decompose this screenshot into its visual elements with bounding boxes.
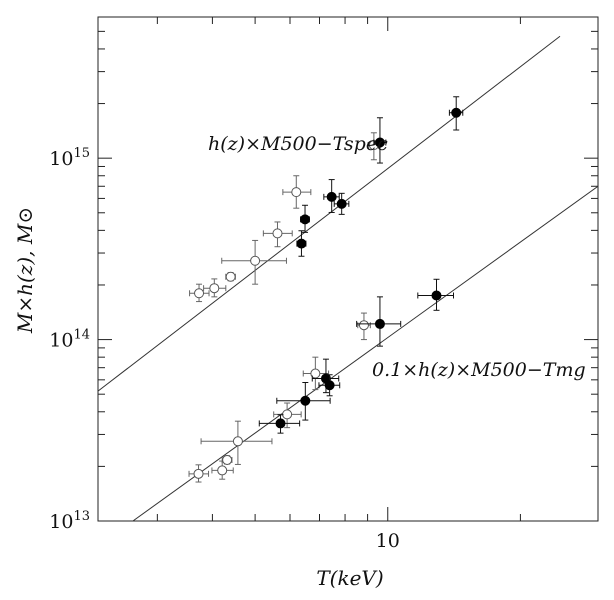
open-point bbox=[217, 465, 228, 476]
y-tick-label: 1015 bbox=[49, 146, 90, 170]
open-point bbox=[194, 288, 205, 299]
open-point bbox=[282, 409, 293, 420]
filled-point bbox=[300, 214, 311, 225]
tick-labels: 1013 1014 1015 10 bbox=[49, 146, 400, 552]
plot-frame bbox=[97, 16, 599, 522]
filled-point bbox=[326, 191, 337, 202]
annotation-mg: 0.1×h(z)×M500−Tmg bbox=[372, 359, 586, 381]
filled-point bbox=[374, 137, 385, 148]
open-point bbox=[272, 228, 283, 239]
open-point bbox=[222, 454, 233, 465]
open-point bbox=[310, 368, 321, 379]
filled-point bbox=[275, 418, 286, 429]
filled-point bbox=[296, 238, 307, 249]
open-point bbox=[250, 255, 261, 266]
filled-point bbox=[336, 198, 347, 209]
open-point bbox=[209, 283, 220, 294]
spec-fit bbox=[98, 35, 561, 392]
axis-ticks bbox=[98, 17, 598, 522]
y-tick-label: 1014 bbox=[49, 328, 90, 352]
open-point bbox=[225, 271, 236, 282]
x-axis-label: T(keV) bbox=[316, 566, 383, 590]
y-axis-label: M×h(z), M⊙ bbox=[13, 207, 37, 334]
filled-point bbox=[451, 107, 462, 118]
open-point bbox=[232, 436, 243, 447]
open-point bbox=[193, 468, 204, 479]
filled-point bbox=[374, 318, 385, 329]
open-point bbox=[291, 187, 302, 198]
y-tick-label: 1013 bbox=[49, 509, 90, 533]
open-point bbox=[358, 320, 369, 331]
filled-point bbox=[431, 290, 442, 301]
fit-lines bbox=[98, 35, 598, 521]
data-points bbox=[188, 96, 464, 483]
x-tick-label: 10 bbox=[376, 530, 400, 552]
filled-point bbox=[300, 395, 311, 406]
mg-fit bbox=[132, 185, 598, 521]
annotation-spec: h(z)×M500−Tspec bbox=[208, 133, 388, 155]
filled-point bbox=[324, 380, 335, 391]
